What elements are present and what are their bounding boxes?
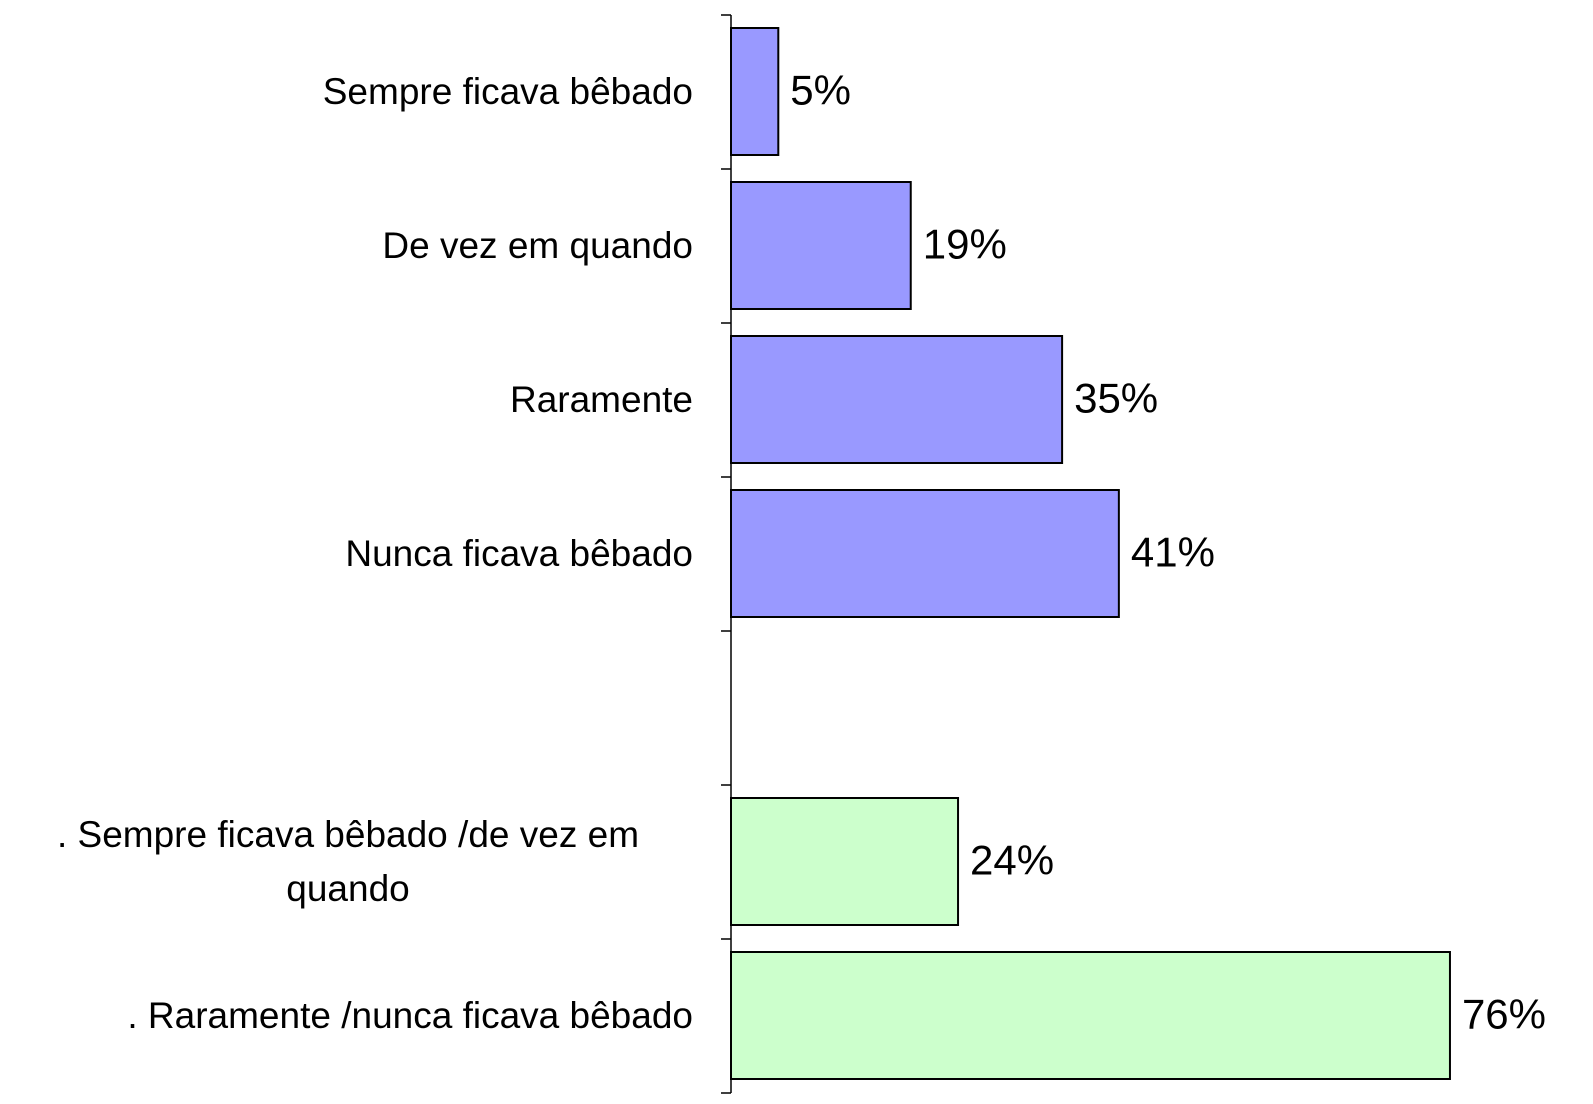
category-label: Raramente (0, 323, 693, 477)
category-text: Raramente (509, 379, 693, 420)
category-label: Sempre ficava bêbado (0, 15, 693, 169)
category-label: De vez em quando (0, 169, 693, 323)
category-text: . Raramente /nunca ficava bêbado (127, 995, 693, 1036)
data-label: 35% (1074, 375, 1158, 422)
category-label: . Raramente /nunca ficava bêbado (0, 939, 693, 1093)
bar (730, 27, 780, 156)
bar (730, 181, 912, 310)
data-label: 5% (790, 67, 851, 114)
bar (730, 489, 1120, 618)
bar (730, 335, 1064, 464)
category-text: Sempre ficava bêbado (322, 71, 693, 112)
category-label: . Sempre ficava bêbado /de vez em quando (0, 785, 693, 939)
category-text: De vez em quando (382, 225, 693, 266)
data-label: 41% (1131, 529, 1215, 576)
category-text: Nunca ficava bêbado (345, 533, 693, 574)
bar (730, 797, 960, 926)
data-label: 24% (970, 837, 1054, 884)
data-label: 19% (923, 221, 1007, 268)
bar (730, 951, 1451, 1080)
category-text: . Sempre ficava bêbado /de vez em quando (56, 814, 640, 909)
data-label: 76% (1462, 991, 1546, 1038)
category-label: Nunca ficava bêbado (0, 477, 693, 631)
